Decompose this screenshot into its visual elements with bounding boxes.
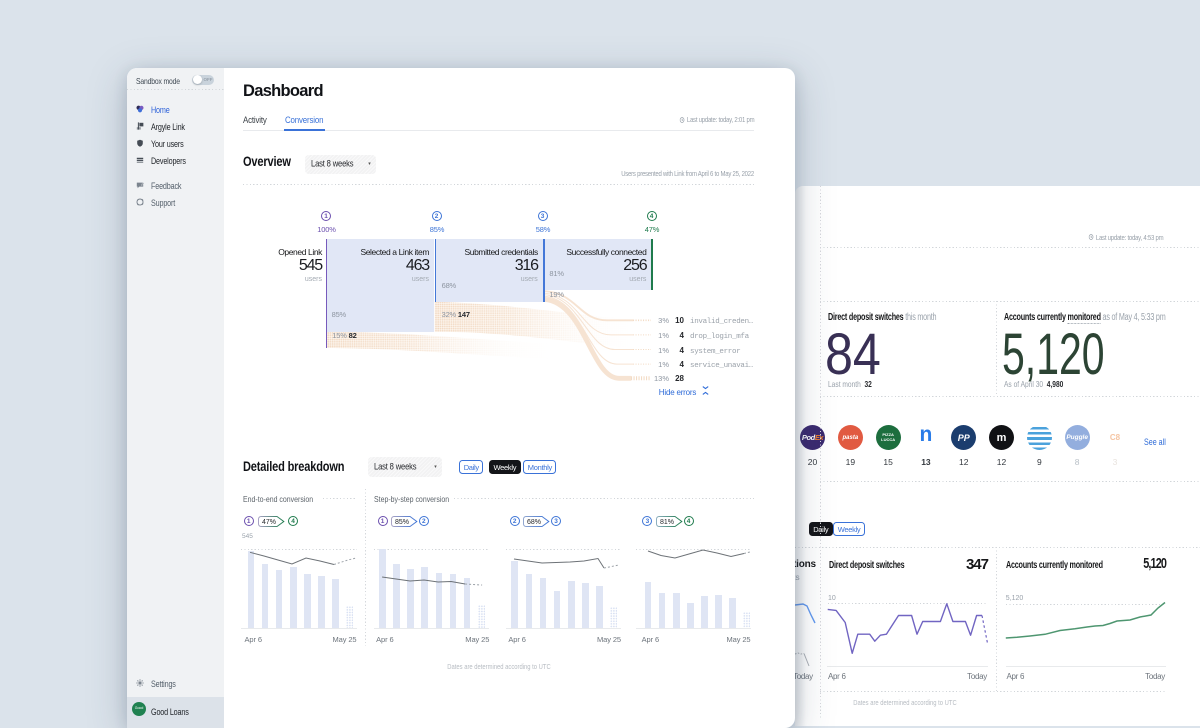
svg-text:85%: 85% bbox=[395, 518, 409, 525]
svg-text:68%: 68% bbox=[527, 518, 541, 525]
svg-text:47%: 47% bbox=[261, 518, 275, 525]
svg-text:81%: 81% bbox=[659, 518, 673, 525]
